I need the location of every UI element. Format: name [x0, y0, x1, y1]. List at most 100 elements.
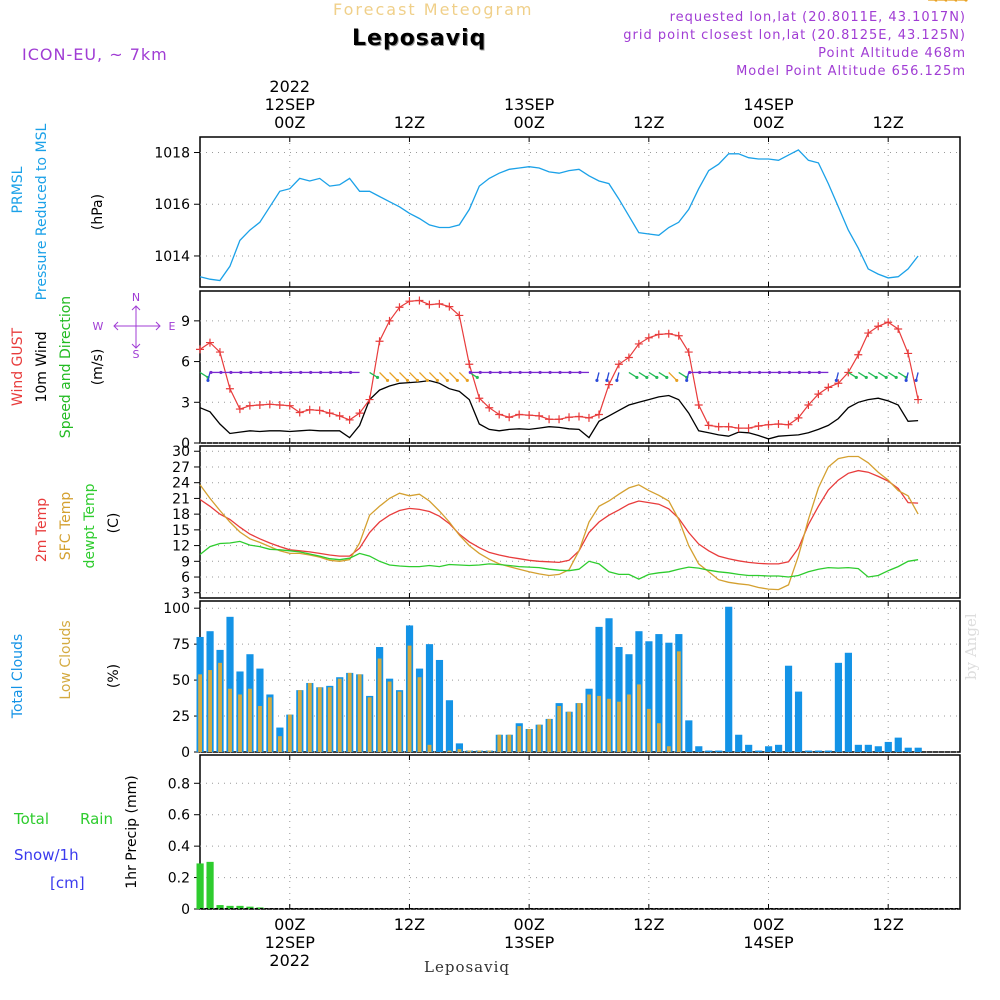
wind-direction-arrow — [399, 371, 408, 381]
wind-direction-arrowhead — [675, 378, 679, 383]
wind-direction-arrowhead — [904, 378, 908, 383]
wind-gust-marker — [415, 296, 424, 305]
precip-panel: 0 0.2 0.4 0.6 0.8 — [168, 754, 961, 918]
total-clouds-bar — [605, 618, 613, 752]
low-clouds-bar — [666, 746, 671, 752]
wind-gust-marker — [584, 413, 593, 422]
total-clouds-bar — [804, 750, 813, 752]
wind-direction-arrowhead — [405, 378, 410, 383]
wind-direction-arrowhead — [655, 375, 659, 380]
wind-gust-marker — [664, 329, 673, 338]
temp-2m-label: 2m Temp — [34, 498, 50, 562]
total-clouds-bar — [445, 700, 454, 752]
top-year-label: 2022 — [269, 77, 310, 96]
top-date-label: 13SEP — [504, 95, 555, 114]
pressure-ytick-label: 1016 — [154, 197, 190, 213]
wind-ylabel: (m/s) — [90, 349, 106, 386]
wind-direction-arrowhead — [698, 370, 702, 375]
low-clouds-bar — [457, 749, 462, 752]
rain-bar — [216, 905, 224, 909]
precip-total-label: Total — [13, 810, 49, 828]
temperature-ytick-label: 12 — [172, 539, 190, 555]
requested-coordinates: requested lon,lat (20.8011E, 43.1017N) — [669, 10, 966, 25]
low-clouds-bar — [307, 682, 312, 752]
wind-direction-arrowhead — [508, 370, 512, 375]
low-clouds-bar — [417, 677, 422, 752]
dewpt-label: dewpt Temp — [82, 483, 98, 568]
wind-direction-arrow — [379, 371, 388, 381]
temperature-ytick-label: 15 — [172, 523, 190, 539]
low-clouds-bar — [427, 744, 432, 752]
low-clouds-bar — [447, 750, 452, 752]
total-clouds-bar — [904, 747, 912, 752]
wind-ytick-label: 9 — [181, 314, 190, 330]
wind-direction-arrowhead — [488, 370, 492, 375]
wind-gust-marker — [515, 410, 524, 419]
wind-gust-marker — [505, 413, 514, 422]
wind-gust-marker — [495, 410, 504, 419]
footer-location: Leposaviq — [424, 958, 510, 976]
wind-gust-marker — [674, 331, 683, 340]
wind-direction-label: Speed and Direction — [58, 296, 74, 438]
low-clouds-bar — [228, 688, 232, 752]
wind-gust-marker — [794, 413, 803, 422]
wind-direction-arrowhead — [299, 370, 303, 375]
wind-direction-arrowhead — [465, 378, 469, 383]
wind-direction-arrowhead — [219, 370, 223, 375]
precip-ylabel: 1hr Precip (mm) — [124, 775, 140, 888]
total-clouds-bar — [824, 750, 833, 752]
bottom-time-label: 00Z — [513, 915, 544, 934]
wind-gust-marker — [565, 413, 574, 422]
rain-bar — [236, 905, 244, 909]
wind-ytick-label: 0 — [181, 436, 190, 452]
wind-gust-marker — [854, 350, 863, 359]
rain-bar — [246, 906, 254, 909]
total-clouds-bar — [705, 750, 713, 752]
wind-direction-arrowhead — [708, 370, 712, 375]
low-clouds-bar — [487, 750, 492, 752]
wind-direction-arrow — [668, 371, 678, 381]
wind-gust-marker — [644, 333, 653, 342]
precip-ytick-label: 0.2 — [168, 871, 190, 887]
temperature-ytick-label: 30 — [172, 444, 190, 460]
low-clouds-bar — [477, 750, 482, 752]
wind-gust-marker — [385, 316, 394, 325]
wind-direction-arrowhead — [797, 370, 801, 375]
total-clouds-bar — [794, 691, 803, 752]
grid-point-coordinates: grid point closest lon,lat (20.8125E, 43… — [623, 28, 966, 43]
low-clouds-bar — [377, 658, 382, 752]
wind-gust-marker — [774, 420, 783, 428]
precip-frame — [199, 754, 961, 910]
wind-gust-marker — [784, 420, 793, 429]
wind-direction-arrowhead — [209, 370, 213, 375]
temp-sfc-label: SFC Temp — [58, 492, 74, 561]
wind-direction-arrowhead — [568, 370, 572, 375]
wind-gust-marker — [285, 401, 294, 410]
wind-direction-arrow — [428, 371, 438, 381]
low-clouds-bar — [387, 681, 392, 752]
wind-direction-arrowhead — [595, 378, 599, 383]
low-clouds-bar — [277, 736, 282, 752]
wind-direction-arrowhead — [787, 370, 792, 375]
low-clouds-bar — [597, 695, 601, 752]
low-clouds-bar — [637, 684, 641, 752]
total-clouds-bar — [864, 744, 872, 752]
bottom-date-label: 14SEP — [743, 933, 794, 952]
total-clouds-bar — [425, 644, 434, 752]
wind-direction-arrowhead — [239, 370, 243, 375]
wind-gust-marker — [315, 406, 324, 415]
wind-direction-arrow — [438, 371, 448, 381]
clouds-ytick-label: 75 — [172, 637, 190, 653]
wind-speed-line — [199, 379, 919, 440]
low-clouds-bar — [297, 690, 302, 752]
wind-gust-marker — [594, 410, 603, 419]
top-date-label: 14SEP — [743, 95, 794, 114]
top-time-label: 00Z — [753, 113, 784, 132]
wind-direction-arrowhead — [425, 378, 430, 383]
temperature-frame — [199, 445, 961, 599]
bottom-time-label: 00Z — [753, 915, 784, 934]
wind-direction-arrowhead — [538, 370, 542, 375]
wind-direction-arrowhead — [289, 370, 293, 375]
wind-direction-arrowhead — [727, 370, 732, 375]
wind-direction-arrowhead — [498, 370, 502, 375]
